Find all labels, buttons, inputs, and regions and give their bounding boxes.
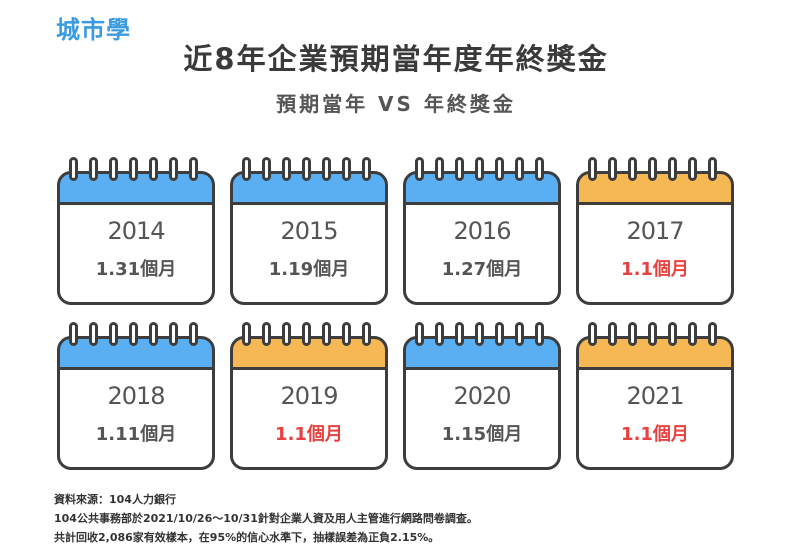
calendar-body: 2021 1.1個月	[576, 367, 734, 470]
calendar-ring-icon	[342, 157, 351, 181]
calendar-ring-icon	[628, 157, 637, 181]
calendar-ring-icon	[668, 157, 677, 181]
calendar-ring-icon	[708, 157, 717, 181]
calendar-card-2021: 2021 1.1個月	[576, 322, 734, 472]
calendar-ring-icon	[608, 157, 617, 181]
page-title: 近8年企業預期當年度年終獎金	[183, 42, 609, 76]
calendar-ring-icon	[69, 322, 78, 346]
calendar-ring-icon	[708, 322, 717, 346]
bonus-months-value: 1.31個月	[95, 259, 177, 280]
calendar-ring-icon	[282, 157, 291, 181]
calendar-ring-icon	[435, 157, 444, 181]
calendar-body: 2017 1.1個月	[576, 202, 734, 305]
calendar-ring-icon	[648, 322, 657, 346]
calendar-ring-icon	[242, 157, 251, 181]
calendar-ring-icon	[648, 157, 657, 181]
source-line: 共計回收2,086家有效樣本，在95%的信心水準下，抽樣誤差為正負2.15%。	[54, 531, 440, 544]
calendar-ring-icon	[109, 322, 118, 346]
calendar-ring-icon	[282, 322, 291, 346]
calendar-card-2020: 2020 1.15個月	[403, 322, 561, 472]
calendar-body: 2014 1.31個月	[57, 202, 215, 305]
calendar-body: 2015 1.19個月	[230, 202, 388, 305]
calendar-ring-icon	[688, 322, 697, 346]
calendar-year: 2020	[453, 382, 511, 410]
calendar-ring-icon	[322, 322, 331, 346]
calendar-ring-icon	[535, 322, 544, 346]
calendar-card-2016: 2016 1.27個月	[403, 157, 561, 307]
calendar-ring-icon	[608, 322, 617, 346]
calendar-ring-icon	[262, 157, 271, 181]
calendar-ring-icon	[362, 157, 371, 181]
calendar-ring-icon	[588, 157, 597, 181]
calendar-body: 2016 1.27個月	[403, 202, 561, 305]
calendar-ring-icon	[242, 322, 251, 346]
calendar-ring-icon	[628, 322, 637, 346]
calendar-ring-icon	[475, 322, 484, 346]
calendar-ring-icon	[189, 157, 198, 181]
calendar-card-2019: 2019 1.1個月	[230, 322, 388, 472]
calendar-ring-icon	[342, 322, 351, 346]
calendar-ring-icon	[668, 322, 677, 346]
bonus-months-value: 1.15個月	[441, 424, 523, 445]
source-note: 資料來源：104人力銀行 104公共事務部於2021/10/26～10/31針對…	[54, 490, 478, 547]
calendar-ring-icon	[302, 322, 311, 346]
calendar-ring-icon	[515, 157, 524, 181]
calendar-ring-icon	[688, 157, 697, 181]
calendar-ring-icon	[109, 157, 118, 181]
calendar-body: 2020 1.15個月	[403, 367, 561, 470]
calendar-ring-icon	[149, 322, 158, 346]
calendar-ring-icon	[69, 157, 78, 181]
source-line: 資料來源：104人力銀行	[54, 493, 176, 506]
calendar-body: 2019 1.1個月	[230, 367, 388, 470]
calendar-ring-icon	[588, 322, 597, 346]
source-line: 104公共事務部於2021/10/26～10/31針對企業人資及用人主管進行網路…	[54, 512, 478, 525]
calendar-ring-icon	[149, 157, 158, 181]
calendar-ring-icon	[262, 322, 271, 346]
calendar-year: 2016	[453, 217, 511, 245]
calendar-ring-icon	[435, 322, 444, 346]
calendar-ring-icon	[415, 157, 424, 181]
calendar-ring-icon	[169, 322, 178, 346]
logo: 城市學	[56, 16, 131, 44]
calendar-ring-icon	[129, 157, 138, 181]
bonus-months-value: 1.11個月	[95, 424, 177, 445]
calendar-ring-icon	[475, 157, 484, 181]
bonus-months-value: 1.27個月	[441, 259, 523, 280]
calendar-body: 2018 1.11個月	[57, 367, 215, 470]
bonus-months-value: 1.1個月	[621, 259, 689, 280]
calendar-ring-icon	[415, 322, 424, 346]
bonus-months-value: 1.19個月	[268, 259, 350, 280]
calendar-ring-icon	[495, 157, 504, 181]
calendar-year: 2014	[107, 217, 165, 245]
bonus-months-value: 1.1個月	[621, 424, 689, 445]
calendar-ring-icon	[169, 157, 178, 181]
calendar-ring-icon	[89, 157, 98, 181]
calendar-ring-icon	[495, 322, 504, 346]
calendar-ring-icon	[455, 157, 464, 181]
bonus-months-value: 1.1個月	[275, 424, 343, 445]
calendar-year: 2019	[280, 382, 338, 410]
calendar-ring-icon	[129, 322, 138, 346]
page-subtitle: 預期當年 VS 年終獎金	[276, 92, 516, 116]
calendar-ring-icon	[515, 322, 524, 346]
calendar-year: 2017	[626, 217, 684, 245]
calendar-year: 2015	[280, 217, 338, 245]
calendar-year: 2021	[626, 382, 684, 410]
calendar-ring-icon	[322, 157, 331, 181]
calendar-card-2014: 2014 1.31個月	[57, 157, 215, 307]
calendar-card-2017: 2017 1.1個月	[576, 157, 734, 307]
calendar-ring-icon	[302, 157, 311, 181]
calendar-year: 2018	[107, 382, 165, 410]
calendar-ring-icon	[455, 322, 464, 346]
calendar-ring-icon	[189, 322, 198, 346]
calendar-ring-icon	[89, 322, 98, 346]
calendar-ring-icon	[535, 157, 544, 181]
calendar-ring-icon	[362, 322, 371, 346]
calendar-card-2015: 2015 1.19個月	[230, 157, 388, 307]
calendar-card-2018: 2018 1.11個月	[57, 322, 215, 472]
